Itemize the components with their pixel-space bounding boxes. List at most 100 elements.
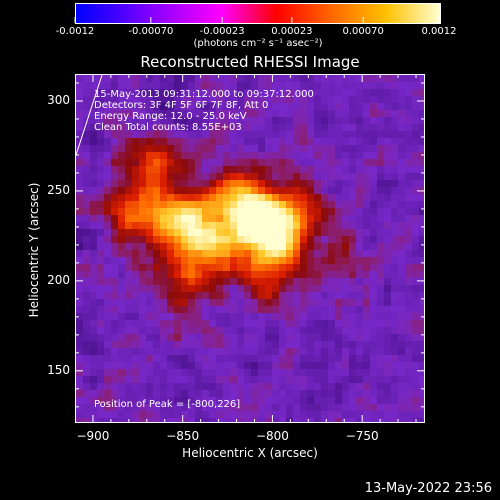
heatmap-cell [265,236,273,244]
heatmap-cell [104,194,112,202]
heatmap-cell [202,194,210,202]
heatmap-cell [216,145,224,153]
heatmap-cell [97,96,105,104]
heatmap-cell [216,159,224,167]
heatmap-cell [209,299,217,307]
heatmap-cell [223,411,231,419]
heatmap-cell [90,138,98,146]
heatmap-cell [153,229,161,237]
heatmap-cell [391,404,399,412]
heatmap-cell [146,397,154,405]
heatmap-cell [244,383,252,391]
heatmap-cell [328,264,336,272]
heatmap-cell [237,145,245,153]
heatmap-cell [216,201,224,209]
heatmap-cell [153,82,161,90]
heatmap-cell [181,327,189,335]
heatmap-cell [83,376,91,384]
heatmap-cell [398,89,406,97]
heatmap-cell [195,145,203,153]
heatmap-cell [216,131,224,139]
heatmap-cell [76,138,84,146]
heatmap-cell [90,117,98,125]
heatmap-cell [146,390,154,398]
heatmap-cell [377,355,385,363]
heatmap-cell [230,222,238,230]
heatmap-cell [398,418,406,422]
heatmap-cell [377,306,385,314]
heatmap-cell [160,166,168,174]
heatmap-cell [321,292,329,300]
heatmap-cell [76,96,84,104]
heatmap-cell [216,278,224,286]
heatmap-cell [216,341,224,349]
heatmap-cell [209,173,217,181]
heatmap-cell [160,397,168,405]
heatmap-cell [384,166,392,174]
heatmap-cell [349,327,357,335]
heatmap-cell [356,75,364,83]
heatmap-cell [125,250,133,258]
heatmap-cell [146,313,154,321]
heatmap-cell [272,257,280,265]
heatmap-cell [370,292,378,300]
heatmap-cell [363,201,371,209]
heatmap-cell [307,285,315,293]
heatmap-cell [209,243,217,251]
heatmap-cell [132,89,140,97]
heatmap-cell [230,411,238,419]
heatmap-cell [209,124,217,132]
heatmap-cell [160,117,168,125]
heatmap-cell [405,208,413,216]
heatmap-cell [181,334,189,342]
heatmap-cell [398,159,406,167]
heatmap-cell [237,271,245,279]
heatmap-cell [188,397,196,405]
heatmap-cell [412,313,420,321]
heatmap-cell [104,159,112,167]
heatmap-cell [230,383,238,391]
heatmap-cell [244,166,252,174]
heatmap-cell [363,418,371,422]
heatmap-cell [209,362,217,370]
heatmap-cell [188,362,196,370]
heatmap-cell [230,159,238,167]
heatmap-cell [153,418,161,422]
heatmap-cell [314,194,322,202]
heatmap-cell [139,201,147,209]
heatmap-cell [251,159,259,167]
heatmap-cell [76,320,84,328]
heatmap-cell [104,215,112,223]
heatmap-cell [202,383,210,391]
heatmap-cell [272,411,280,419]
heatmap-cell [153,208,161,216]
heatmap-cell [230,96,238,104]
heatmap-cell [125,383,133,391]
heatmap-cell [300,292,308,300]
heatmap-cell [412,201,420,209]
heatmap-cell [363,166,371,174]
heatmap-cell [216,222,224,230]
heatmap-cell [272,96,280,104]
heatmap-cell [223,264,231,272]
heatmap-cell [223,117,231,125]
heatmap-cell [335,299,343,307]
heatmap-cell [97,103,105,111]
heatmap-cell [251,236,259,244]
heatmap-cell [328,96,336,104]
heatmap-cell [174,166,182,174]
heatmap-cell [258,348,266,356]
heatmap-cell [314,138,322,146]
heatmap-cell [300,124,308,132]
heatmap-cell [118,145,126,153]
heatmap-cell [251,152,259,160]
heatmap-cell [146,138,154,146]
heatmap-cell [258,180,266,188]
heatmap-cell [83,229,91,237]
heatmap-cell [307,362,315,370]
heatmap-cell [251,383,259,391]
heatmap-cell [300,397,308,405]
heatmap-cell [195,271,203,279]
heatmap-cell [300,285,308,293]
heatmap-cell [272,75,280,83]
